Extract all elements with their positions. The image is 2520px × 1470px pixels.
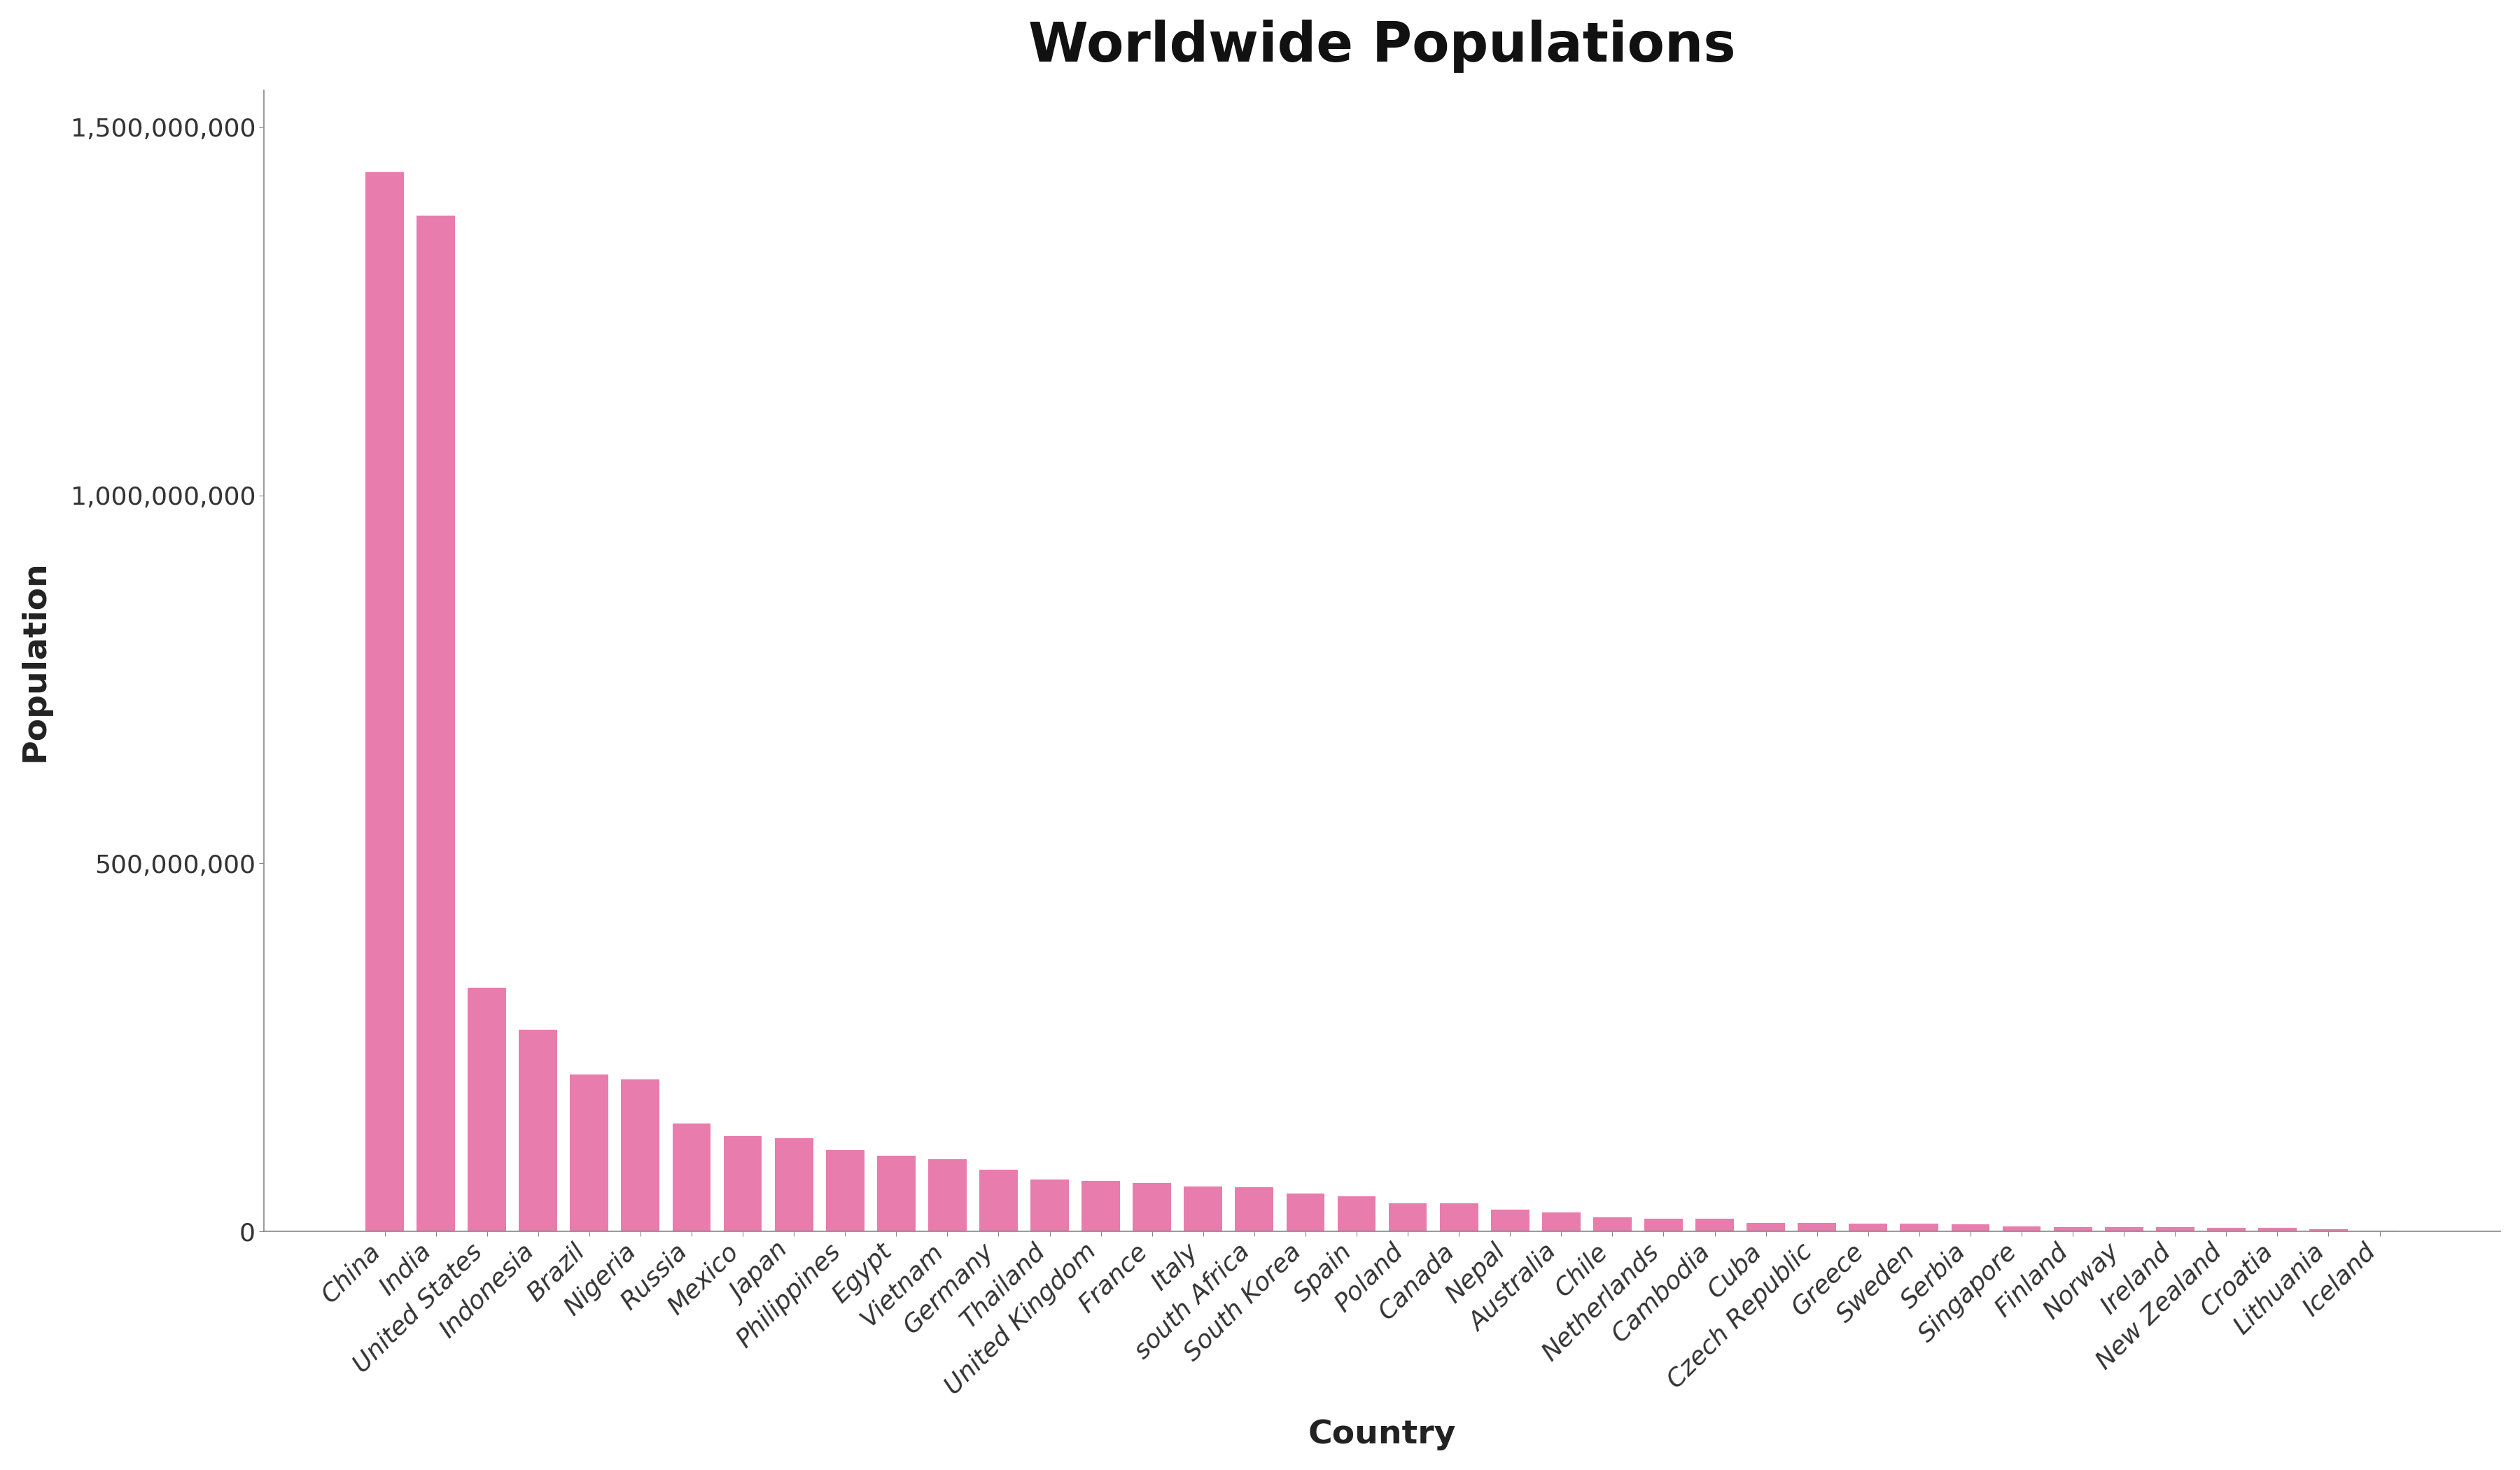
Bar bbox=[2003, 1227, 2041, 1230]
Bar bbox=[877, 1155, 915, 1230]
Bar bbox=[622, 1079, 660, 1230]
Bar bbox=[1439, 1204, 1479, 1230]
Bar bbox=[1797, 1223, 1837, 1230]
Title: Worldwide Populations: Worldwide Populations bbox=[1028, 19, 1736, 72]
Bar bbox=[774, 1138, 814, 1230]
Bar bbox=[2054, 1227, 2092, 1230]
Bar bbox=[1081, 1180, 1119, 1230]
Bar bbox=[1900, 1223, 1938, 1230]
Bar bbox=[416, 216, 456, 1230]
Bar bbox=[570, 1075, 607, 1230]
Bar bbox=[1285, 1194, 1326, 1230]
Bar bbox=[1850, 1223, 1887, 1230]
Bar bbox=[1134, 1183, 1172, 1230]
Y-axis label: Population: Population bbox=[20, 560, 50, 761]
Bar bbox=[1492, 1210, 1530, 1230]
Bar bbox=[1696, 1219, 1734, 1230]
Bar bbox=[927, 1160, 968, 1230]
Bar bbox=[1338, 1197, 1376, 1230]
Bar bbox=[2258, 1227, 2296, 1230]
Bar bbox=[1746, 1223, 1784, 1230]
Bar bbox=[1593, 1217, 1630, 1230]
Bar bbox=[1235, 1188, 1273, 1230]
Bar bbox=[980, 1170, 1018, 1230]
X-axis label: Country: Country bbox=[1308, 1419, 1457, 1451]
Bar bbox=[1950, 1225, 1991, 1230]
Bar bbox=[1646, 1219, 1683, 1230]
Bar bbox=[2157, 1227, 2195, 1230]
Bar bbox=[469, 988, 507, 1230]
Bar bbox=[2104, 1227, 2142, 1230]
Bar bbox=[365, 172, 403, 1230]
Bar bbox=[723, 1136, 761, 1230]
Bar bbox=[1542, 1213, 1580, 1230]
Bar bbox=[1184, 1186, 1222, 1230]
Bar bbox=[2308, 1229, 2349, 1230]
Bar bbox=[1389, 1202, 1426, 1230]
Bar bbox=[2208, 1227, 2245, 1230]
Bar bbox=[519, 1030, 557, 1230]
Bar bbox=[673, 1123, 711, 1230]
Bar bbox=[827, 1151, 864, 1230]
Bar bbox=[1031, 1180, 1068, 1230]
